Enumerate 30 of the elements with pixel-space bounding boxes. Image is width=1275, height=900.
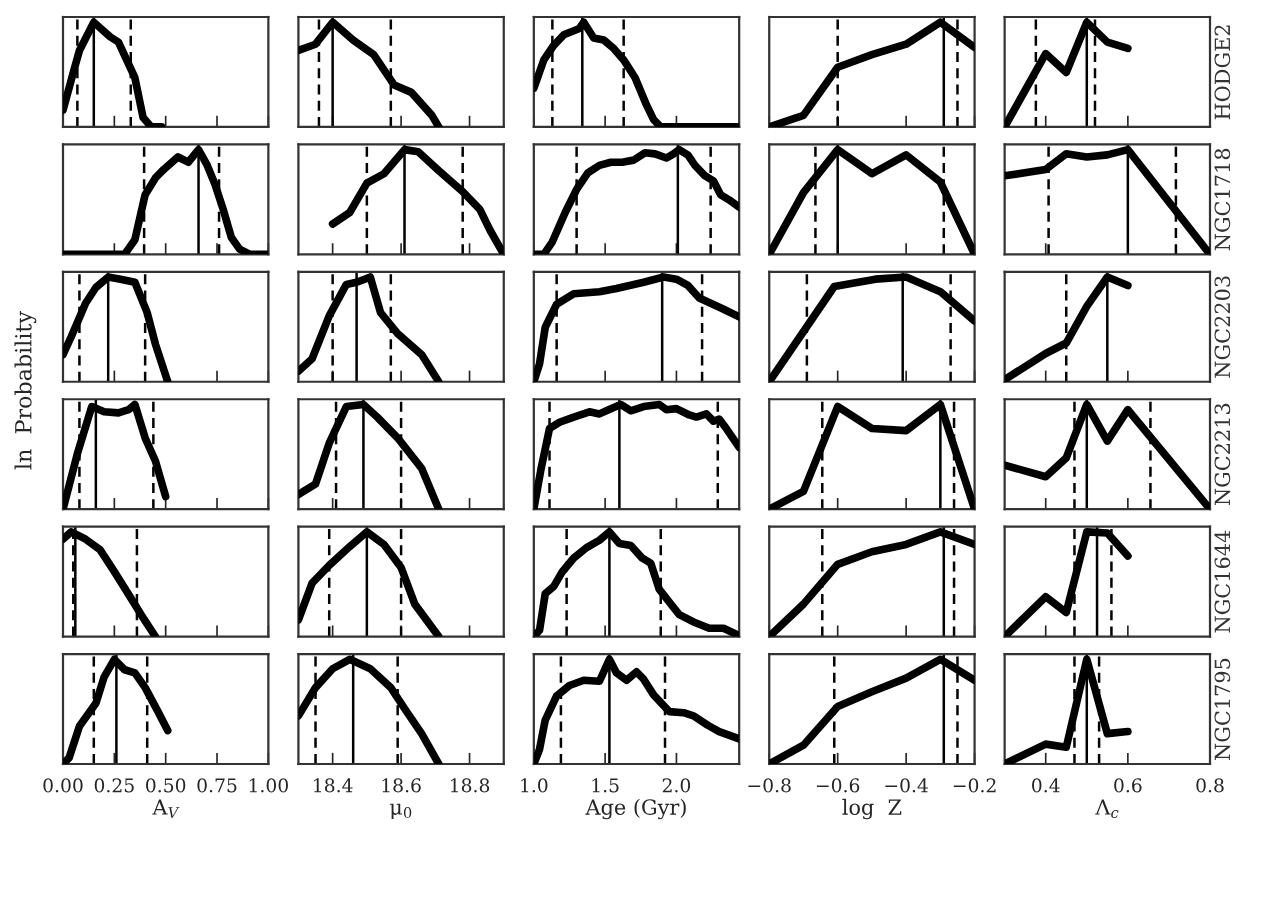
- x-tick-label: 0.00: [43, 778, 83, 793]
- x-axis-title: μ$_{0}$: [389, 803, 412, 819]
- x-tick-label: 0.4: [1032, 778, 1060, 793]
- x-tick-label: 0.8: [1196, 778, 1224, 793]
- y-axis-title: ln Probability: [14, 311, 37, 470]
- y2-axis-title: NGC1644: [1214, 530, 1231, 633]
- y2-axis-title: NGC2213: [1214, 403, 1231, 506]
- x-tick-label: 0.50: [146, 778, 186, 793]
- x-tick-label: 0.25: [94, 778, 134, 793]
- x-tick-label: 0.75: [197, 778, 237, 793]
- y2-axis-title: NGC2203: [1214, 276, 1231, 378]
- x-tick-label: −0.8: [748, 778, 791, 793]
- x-tick-label: 1.00: [249, 778, 288, 793]
- x-tick-label: −0.4: [885, 778, 928, 793]
- x-axis-title: A$_{V}$: [152, 799, 180, 818]
- x-tick-label: 18.4: [314, 778, 353, 793]
- x-tick-label: 18.6: [382, 778, 421, 793]
- x-axis-title: Age (Gyr): [585, 798, 686, 820]
- x-tick-label: −0.2: [953, 778, 996, 793]
- y2-axis-title: HODGE2: [1214, 25, 1231, 120]
- x-tick-label: −0.6: [816, 778, 860, 793]
- x-tick-label: 1.0: [521, 778, 548, 793]
- y2-axis-title: NGC1795: [1214, 658, 1231, 760]
- x-axis-title: log Z: [842, 798, 902, 820]
- x-tick-label: 1.5: [592, 778, 619, 793]
- y2-axis-title: NGC1718: [1214, 148, 1231, 251]
- x-tick-label: 2.0: [662, 778, 691, 793]
- x-axis-title: Λ$_{c}$: [1095, 799, 1119, 819]
- x-tick-label: 0.6: [1114, 778, 1142, 793]
- x-tick-label: 18.8: [450, 778, 490, 793]
